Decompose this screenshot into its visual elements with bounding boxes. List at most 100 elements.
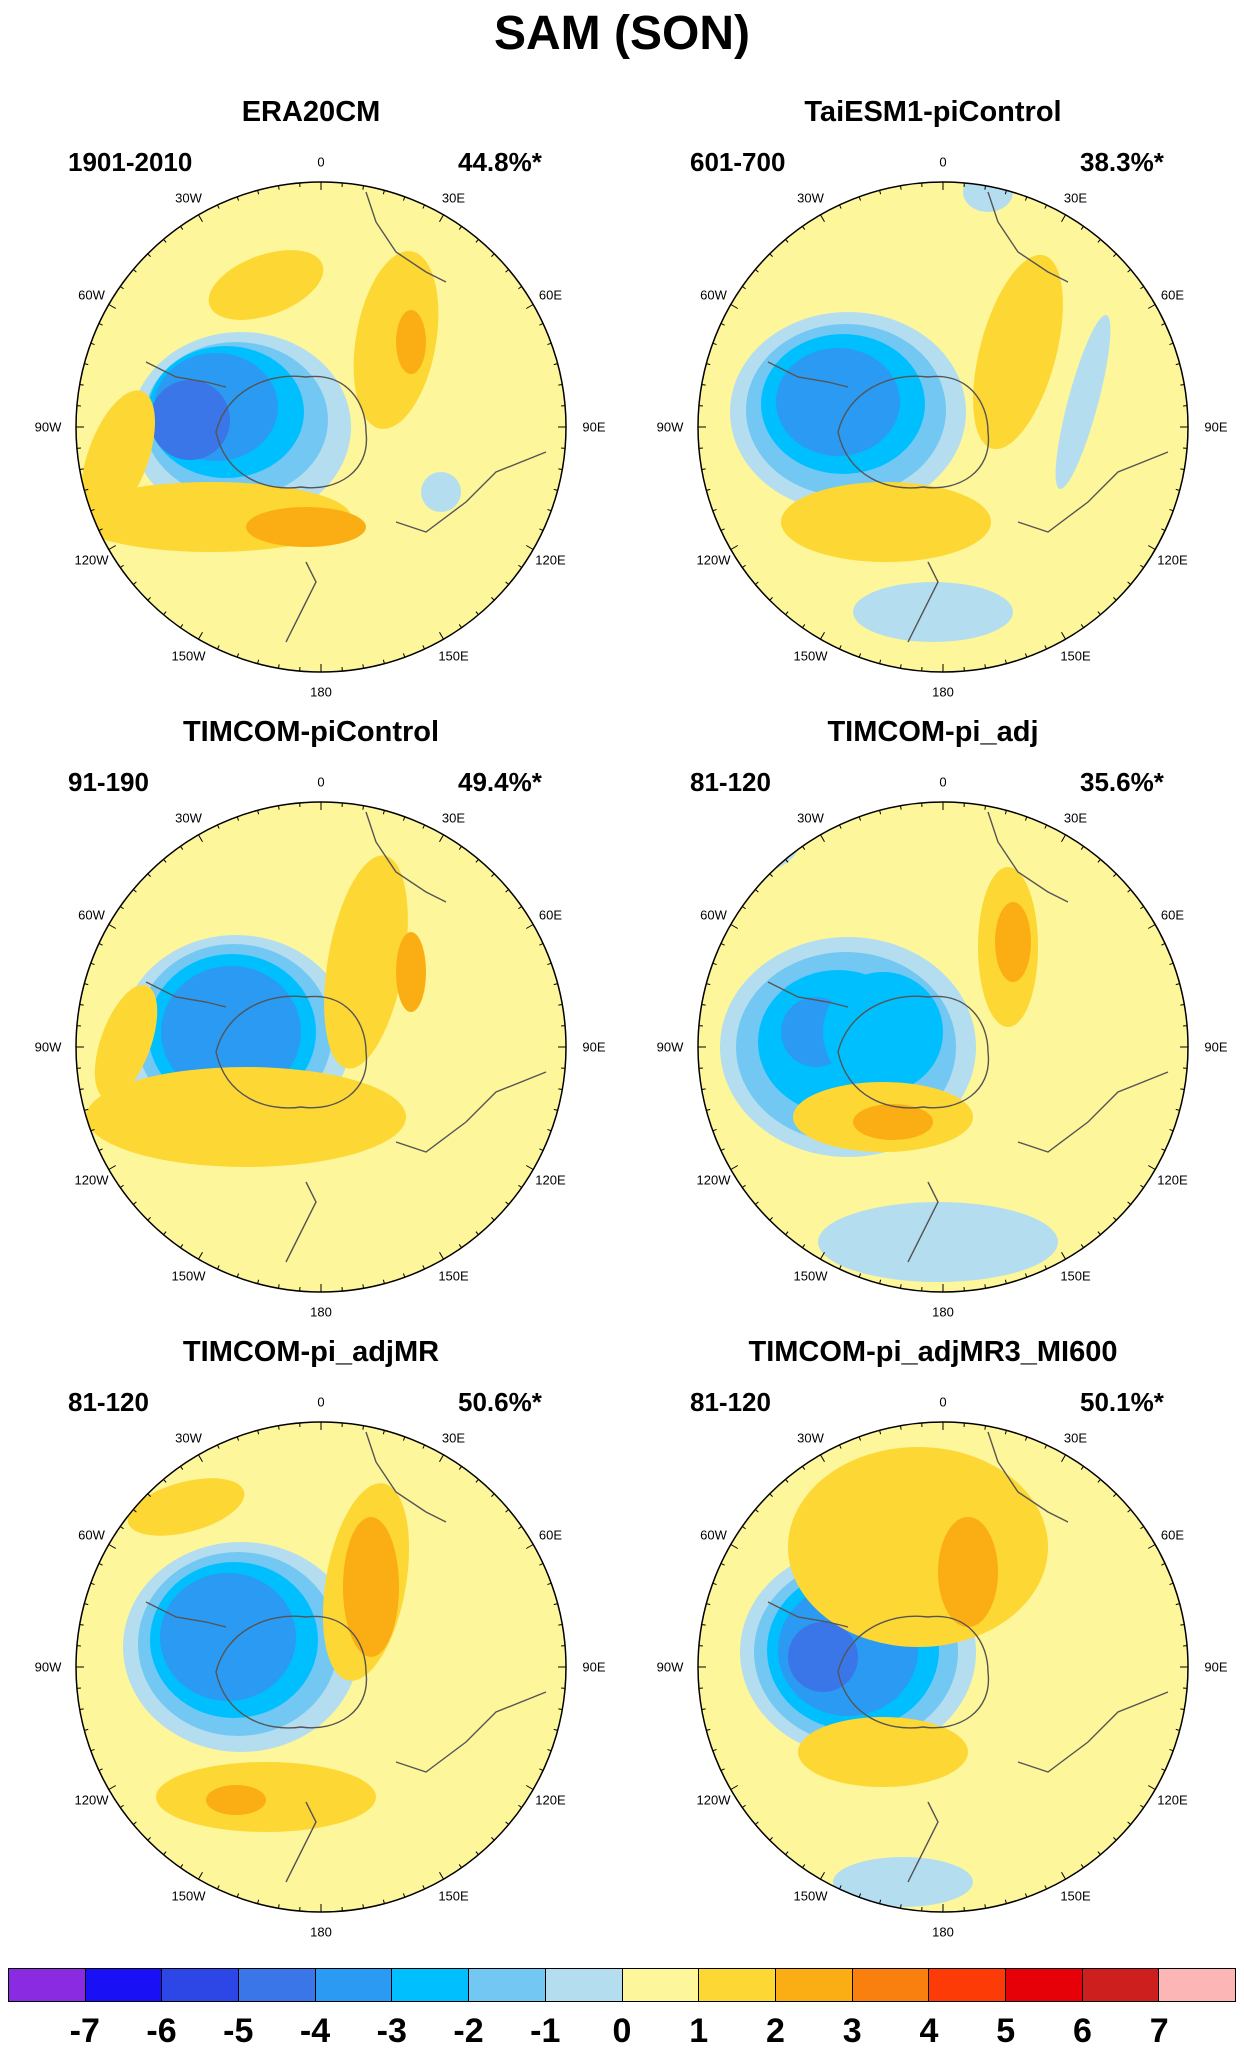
longitude-label-120w: 120W [697, 1792, 731, 1807]
polar-map [688, 172, 1198, 682]
colorbar-swatch [162, 1969, 239, 2001]
longitude-label-120e: 120E [535, 552, 565, 567]
longitude-label-180: 180 [310, 1305, 332, 1320]
contour-region [396, 310, 426, 374]
colorbar-tick-label: -5 [223, 2012, 253, 2051]
contour-region [86, 1067, 406, 1167]
longitude-label-150w: 150W [172, 649, 206, 664]
contour-region [776, 348, 900, 456]
longitude-label-90e: 90E [1204, 1660, 1227, 1675]
longitude-label-60e: 60E [1161, 287, 1184, 302]
longitude-label-120e: 120E [535, 1792, 565, 1807]
panel-title: TIMCOM-pi_adj [622, 716, 1244, 749]
contour-region [396, 932, 426, 1012]
longitude-label-90w: 90W [657, 1040, 684, 1055]
panel-title: ERA20CM [0, 96, 622, 129]
longitude-label-30w: 30W [175, 190, 202, 205]
colorbar-tick-label: 6 [1073, 2012, 1092, 2051]
longitude-label-150e: 150E [438, 1889, 468, 1904]
longitude-label-150w: 150W [172, 1889, 206, 1904]
longitude-label-60e: 60E [539, 907, 562, 922]
colorbar-tick-label: 5 [996, 2012, 1015, 2051]
longitude-label-90e: 90E [582, 1040, 605, 1055]
colorbar-tick-label: 3 [843, 2012, 862, 2051]
longitude-label-30w: 30W [175, 1430, 202, 1445]
longitude-label-90w: 90W [35, 1660, 62, 1675]
longitude-label-120e: 120E [1157, 552, 1187, 567]
colorbar-swatch [1006, 1969, 1083, 2001]
colorbar-swatch [86, 1969, 163, 2001]
panel-title: TIMCOM-pi_adjMR3_MI600 [622, 1336, 1244, 1369]
longitude-label-60w: 60W [700, 907, 727, 922]
contour-region [995, 902, 1031, 982]
contour-region [150, 380, 230, 460]
longitude-label-60w: 60W [700, 1527, 727, 1542]
longitude-label-0: 0 [317, 1395, 324, 1410]
colorbar-tick-label: -7 [70, 2012, 100, 2051]
colorbar-tick-label: 7 [1150, 2012, 1169, 2051]
contour-region [833, 1857, 973, 1907]
longitude-label-60e: 60E [539, 287, 562, 302]
polar-map [66, 172, 576, 682]
contour-region [421, 472, 461, 512]
colorbar-tick-label: -2 [453, 2012, 483, 2051]
colorbar-swatch [623, 1969, 700, 2001]
longitude-label-60e: 60E [1161, 1527, 1184, 1542]
longitude-label-90w: 90W [35, 420, 62, 435]
colorbar-tick-label: 1 [689, 2012, 708, 2051]
panel-title: TaiESM1-piControl [622, 96, 1244, 129]
longitude-label-120w: 120W [75, 1792, 109, 1807]
panel-title: TIMCOM-piControl [0, 716, 622, 749]
longitude-label-150w: 150W [172, 1269, 206, 1284]
longitude-label-150e: 150E [1060, 1269, 1090, 1284]
longitude-label-60w: 60W [78, 287, 105, 302]
longitude-label-60e: 60E [1161, 907, 1184, 922]
colorbar-swatch [469, 1969, 546, 2001]
colorbar-swatch [853, 1969, 930, 2001]
longitude-label-90w: 90W [35, 1040, 62, 1055]
longitude-label-60w: 60W [700, 287, 727, 302]
polar-map [66, 1412, 576, 1922]
longitude-label-150e: 150E [1060, 649, 1090, 664]
contour-region [246, 507, 366, 547]
panel-title: TIMCOM-pi_adjMR [0, 1336, 622, 1369]
longitude-label-120w: 120W [697, 1172, 731, 1187]
longitude-label-120w: 120W [75, 552, 109, 567]
longitude-label-60e: 60E [539, 1527, 562, 1542]
contour-region [853, 1104, 933, 1140]
longitude-label-30e: 30E [1064, 1430, 1087, 1445]
longitude-label-150e: 150E [438, 649, 468, 664]
longitude-label-150w: 150W [794, 649, 828, 664]
contour-region [788, 1622, 858, 1692]
colorbar-swatch [1083, 1969, 1160, 2001]
colorbar-swatch [929, 1969, 1006, 2001]
longitude-label-30e: 30E [442, 810, 465, 825]
longitude-label-30w: 30W [797, 1430, 824, 1445]
colorbar-tick-label: 0 [613, 2012, 632, 2051]
contour-region [818, 1202, 1058, 1282]
contour-region [788, 1447, 1048, 1647]
contour-region [938, 1517, 998, 1627]
polar-map [688, 792, 1198, 1302]
longitude-label-90e: 90E [1204, 1040, 1227, 1055]
colorbar-swatch [316, 1969, 393, 2001]
longitude-label-90w: 90W [657, 420, 684, 435]
longitude-label-150e: 150E [1060, 1889, 1090, 1904]
contour-region [206, 1785, 266, 1815]
contour-region [156, 1762, 376, 1832]
colorbar-swatch [239, 1969, 316, 2001]
longitude-label-180: 180 [310, 1925, 332, 1940]
longitude-label-30e: 30E [1064, 190, 1087, 205]
longitude-label-30w: 30W [797, 190, 824, 205]
longitude-label-30w: 30W [175, 810, 202, 825]
longitude-label-180: 180 [932, 1925, 954, 1940]
longitude-label-150w: 150W [794, 1889, 828, 1904]
colorbar-tick-label: -1 [530, 2012, 560, 2051]
figure-title: SAM (SON) [0, 6, 1244, 61]
longitude-label-120e: 120E [1157, 1172, 1187, 1187]
longitude-label-0: 0 [939, 775, 946, 790]
